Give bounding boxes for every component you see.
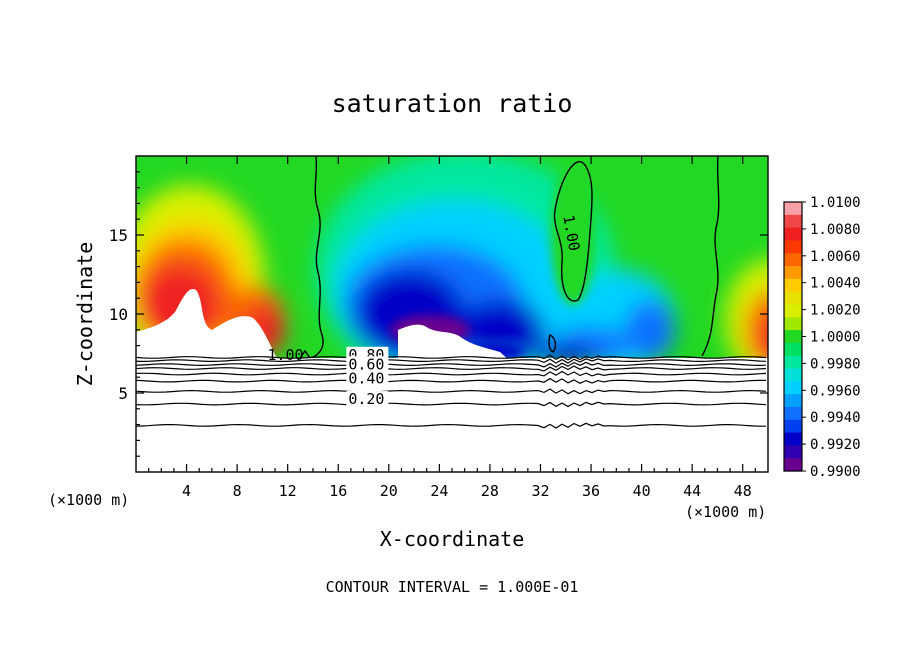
- contour-line: [135, 354, 767, 361]
- contour-label: 1.00: [267, 346, 303, 364]
- colorbar-label: 0.9980: [810, 356, 861, 372]
- colorbar-swatch: [784, 432, 802, 446]
- colorbar-swatch: [784, 317, 802, 331]
- colorbar-label: 1.0100: [810, 195, 861, 211]
- colorbar-swatch: [784, 304, 802, 318]
- contour-line: [135, 401, 767, 408]
- colorbar-label: 0.9920: [810, 437, 861, 453]
- colorbar-swatch: [784, 253, 802, 267]
- colorbar-swatch: [784, 291, 802, 306]
- x-axis-label: X-coordinate: [380, 527, 525, 551]
- colorbar-swatch: [784, 355, 802, 370]
- saturation-field: [136, 156, 768, 361]
- x-tick-label: 40: [633, 482, 651, 500]
- contour-label: 0.20: [348, 390, 384, 408]
- colorbar-label: 1.0040: [810, 276, 861, 292]
- colorbar-label: 1.0020: [810, 303, 861, 319]
- x-tick-label: 48: [734, 482, 752, 500]
- x-tick-label: 44: [683, 482, 701, 500]
- y-axis-label: Z-coordinate: [73, 242, 97, 387]
- colorbar-swatch: [784, 458, 802, 472]
- x-tick-label: 36: [582, 482, 600, 500]
- contour-label: 1.00: [559, 214, 583, 253]
- contour-line: [135, 365, 767, 372]
- x-tick-label: 4: [182, 482, 191, 500]
- y-tick-label: 15: [109, 226, 128, 245]
- contour-interval-note: CONTOUR INTERVAL = 1.000E-01: [326, 578, 579, 596]
- colorbar-swatch: [784, 202, 802, 216]
- colorbar-swatch: [784, 342, 802, 357]
- contour-line: [135, 361, 767, 368]
- contour-line: [135, 422, 766, 429]
- colorbar-labels: 1.0100 1.0080 1.0060 1.0040 1.0020 1.0000 0.99…: [810, 195, 861, 480]
- colorbar-swatch: [784, 214, 802, 229]
- contour-line: [135, 358, 767, 364]
- contour-lines-upper: [299, 155, 720, 359]
- colorbar-swatch: [784, 240, 802, 254]
- contour-line: [135, 370, 767, 377]
- x-tick-label: 16: [329, 482, 347, 500]
- contour-lines-lower: [135, 354, 767, 429]
- x-unit-left: (×1000 m): [48, 491, 129, 509]
- x-tick-label: 32: [531, 482, 549, 500]
- y-axis-ticks: [136, 171, 768, 457]
- colorbar-label: 1.0060: [810, 249, 861, 265]
- contour-label: 0.60: [348, 355, 384, 373]
- colorbar-swatch: [784, 330, 802, 344]
- x-unit-right: (×1000 m): [685, 503, 766, 521]
- colorbar-swatch: [784, 394, 802, 408]
- colorbar-swatch: [784, 227, 802, 242]
- colorbar: [783, 201, 806, 472]
- colorbar-label: 0.9900: [810, 464, 861, 480]
- colorbar-label: 1.0000: [810, 330, 861, 346]
- x-axis-tick-labels: 4 8 12 16 20 24 28 32 36 40 44 48: [182, 482, 752, 500]
- colorbar-label: 0.9940: [810, 410, 861, 426]
- contour-labels: 1.00 0.800.600.400.201.00: [267, 214, 583, 408]
- contour-label-background: [346, 391, 389, 407]
- contour-label-background: [346, 356, 389, 372]
- colorbar-swatch: [784, 381, 802, 395]
- colorbar-swatch: [784, 445, 802, 459]
- subsaturated-layer: [136, 358, 768, 472]
- y-axis-tick-labels: 5 10 15: [109, 226, 128, 403]
- x-axis-ticks: [148, 156, 756, 472]
- x-tick-label: 20: [380, 482, 398, 500]
- contour-line: [135, 388, 767, 395]
- x-tick-label: 28: [481, 482, 499, 500]
- chart-title: saturation ratio: [332, 89, 573, 118]
- y-tick-label: 10: [109, 305, 128, 324]
- colorbar-label: 1.0080: [810, 222, 861, 238]
- x-tick-label: 8: [233, 482, 242, 500]
- contour-line: [135, 377, 766, 384]
- colorbar-swatch: [784, 419, 802, 434]
- colorbar-swatch: [784, 406, 802, 421]
- contour-label-background: [346, 370, 389, 386]
- colorbar-label: 0.9960: [810, 383, 861, 399]
- colorbar-swatch: [784, 266, 802, 280]
- contour-label: 0.40: [348, 370, 384, 388]
- y-tick-label: 5: [118, 384, 128, 403]
- colorbar-swatch: [784, 278, 802, 293]
- colorbar-swatch: [784, 368, 802, 382]
- x-tick-label: 24: [430, 482, 448, 500]
- x-tick-label: 12: [279, 482, 297, 500]
